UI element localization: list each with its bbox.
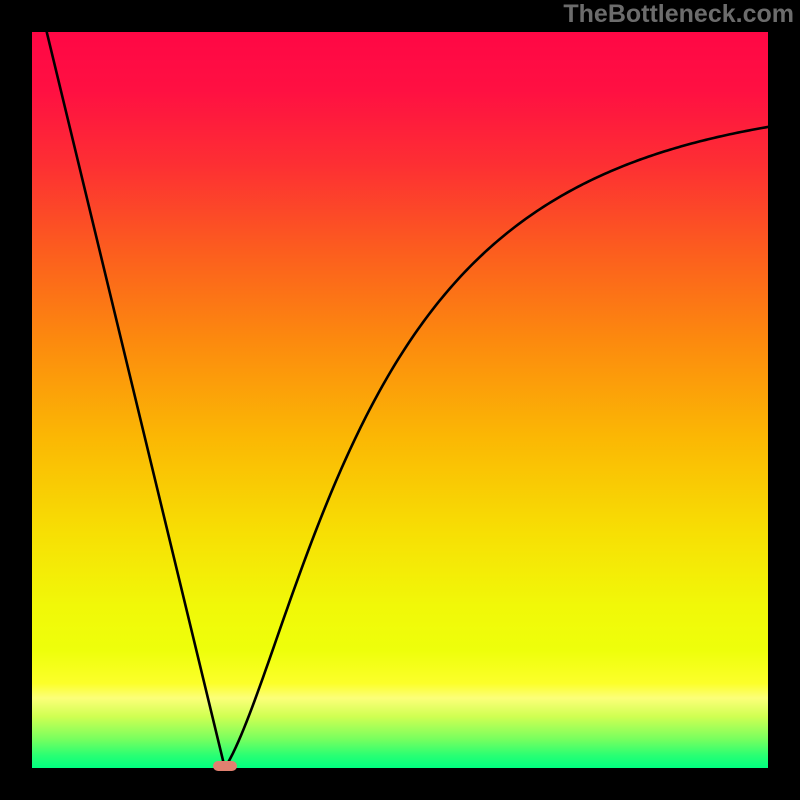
minimum-marker [213, 761, 237, 771]
bottleneck-curve [32, 32, 768, 768]
plot-area [32, 32, 768, 768]
watermark-text: TheBottleneck.com [563, 0, 794, 29]
chart-root: TheBottleneck.com [0, 0, 800, 800]
